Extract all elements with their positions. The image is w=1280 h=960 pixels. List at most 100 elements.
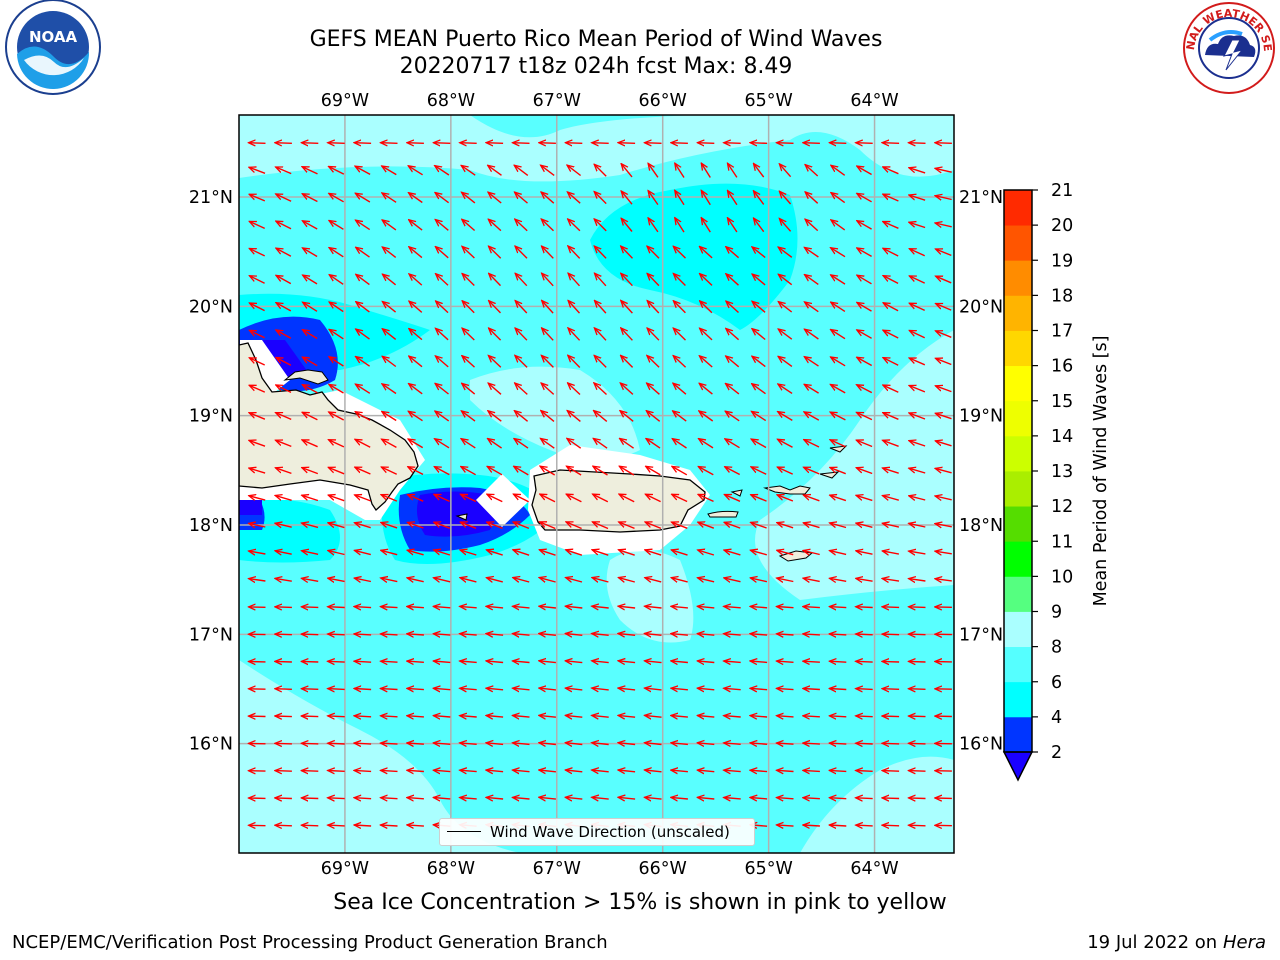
wind-wave-arrow (829, 798, 847, 799)
colorbar-segment (1004, 471, 1032, 507)
wind-wave-arrow (726, 384, 740, 395)
wind-wave-arrow (460, 661, 477, 662)
wind-wave-arrow (541, 219, 554, 232)
wind-wave-arrow (354, 661, 372, 662)
wind-wave-arrow (909, 143, 926, 144)
wind-wave-arrow (249, 167, 266, 174)
wind-wave-arrow (592, 522, 609, 530)
wind-wave-arrow (486, 578, 503, 582)
wind-wave-arrow (568, 383, 581, 396)
wind-wave-arrow (409, 274, 423, 286)
wind-wave-arrow (381, 689, 398, 690)
wind-wave-arrow (356, 274, 370, 286)
wind-wave-arrow (328, 467, 345, 475)
wind-wave-arrow (354, 825, 372, 826)
latitude-tick-label: 16°N (189, 735, 233, 755)
wind-wave-arrow (249, 523, 266, 527)
wind-wave-arrow (909, 825, 926, 826)
wind-wave-arrow (724, 578, 741, 582)
wind-wave-arrow (407, 661, 424, 662)
wind-wave-arrow (804, 467, 820, 475)
wind-wave-arrow (673, 246, 686, 259)
wind-wave-arrow (697, 661, 715, 663)
latitude-tick-label: 21°N (189, 188, 233, 208)
wind-wave-arrow (489, 328, 502, 341)
wind-wave-arrow (539, 634, 556, 636)
wind-wave-arrow (435, 383, 449, 395)
wind-wave-arrow (803, 578, 820, 581)
wind-wave-arrow (539, 715, 556, 717)
wind-wave-arrow (382, 274, 397, 286)
wind-wave-arrow (275, 689, 292, 690)
wind-wave-arrow (803, 770, 820, 771)
wind-wave-arrow (276, 221, 292, 230)
wind-wave-arrow (408, 411, 423, 422)
wind-wave-arrow (567, 165, 582, 177)
wind-wave-arrow (540, 522, 556, 530)
wind-wave-arrow (856, 143, 873, 144)
longitude-tick-label: 69°W (321, 859, 369, 879)
wind-wave-arrow (751, 495, 767, 502)
wind-wave-arrow (461, 494, 477, 503)
wind-wave-arrow (565, 606, 583, 608)
wind-wave-arrow (541, 192, 555, 204)
wind-wave-arrow (675, 190, 685, 206)
wind-wave-arrow (724, 770, 741, 771)
wind-wave-arrow (619, 466, 635, 476)
wind-wave-arrow (830, 440, 846, 448)
wind-wave-arrow (382, 193, 397, 203)
longitude-labels-top: 69°W 68°W 67°W 66°W 65°W 64°W (321, 91, 899, 111)
wind-wave-arrow (356, 220, 371, 231)
wind-wave-arrow (777, 798, 794, 799)
wind-wave-arrow (699, 383, 713, 395)
wind-wave-arrow (618, 715, 636, 717)
wind-wave-arrow (724, 798, 741, 799)
wind-wave-arrow (275, 578, 292, 581)
wind-wave-arrow (621, 164, 633, 178)
wind-wave-arrow (462, 274, 475, 286)
wind-wave-arrow (539, 578, 556, 582)
wind-wave-arrow (407, 743, 424, 744)
wind-wave-arrow (276, 248, 292, 257)
wind-wave-arrow (486, 143, 504, 144)
wind-wave-arrow (433, 688, 451, 689)
wind-wave-arrow (673, 356, 687, 368)
wind-wave-direction-arrows (249, 143, 952, 827)
culebra-island (730, 489, 743, 497)
wind-wave-arrow (592, 688, 609, 690)
wind-wave-arrow (829, 143, 847, 144)
wind-wave-arrow (935, 579, 952, 581)
wind-wave-arrow (328, 523, 345, 529)
wind-wave-arrow (249, 358, 265, 366)
wind-wave-arrow (724, 716, 741, 717)
wind-wave-arrow (857, 303, 872, 312)
wind-wave-arrow (645, 743, 662, 745)
wind-wave-arrow (803, 634, 820, 635)
noaa-logo-text: NOAA (29, 28, 78, 46)
colorbar-tick-label: 18 (1051, 286, 1073, 306)
wind-wave-arrow (883, 194, 899, 202)
wind-wave-arrow (329, 221, 344, 230)
wind-wave-arrow (697, 770, 715, 772)
wind-wave-arrow (566, 494, 582, 503)
wind-wave-arrow (513, 688, 530, 690)
wind-wave-arrow (618, 143, 636, 144)
latitude-labels-left: 21°N 20°N 19°N 18°N 17°N 16°N (189, 188, 233, 755)
wind-wave-arrow (645, 143, 662, 144)
wind-wave-arrow (750, 143, 768, 144)
wind-wave-arrow (750, 770, 768, 771)
wind-wave-arrow (777, 770, 794, 771)
wind-wave-arrow (566, 522, 582, 530)
wind-wave-arrow (355, 467, 371, 475)
wind-wave-arrow (673, 383, 687, 395)
wind-wave-arrow (568, 219, 581, 232)
wind-wave-arrow (462, 301, 475, 314)
wind-wave-arrow (697, 606, 715, 608)
wind-wave-arrow (699, 439, 714, 449)
wind-wave-arrow (777, 825, 794, 826)
wind-wave-arrow (355, 384, 371, 394)
wind-wave-arrow (354, 578, 372, 581)
wind-wave-arrow (698, 494, 714, 503)
longitude-tick-label: 68°W (427, 859, 475, 879)
wind-wave-arrow (648, 218, 659, 233)
